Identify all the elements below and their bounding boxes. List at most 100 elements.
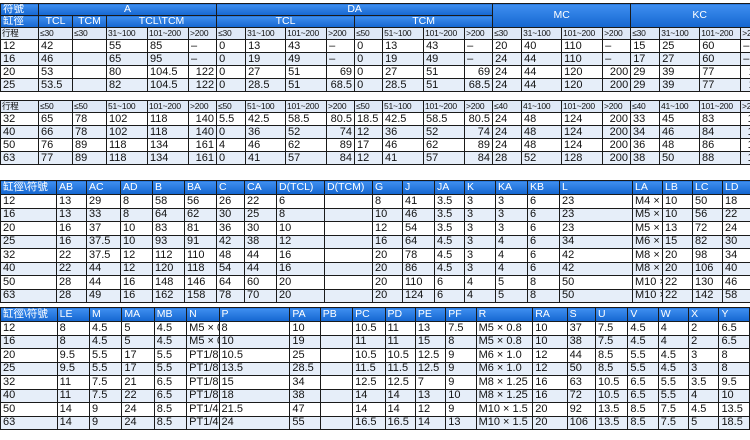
table-cell: 142: [692, 288, 723, 303]
table-cell: 0: [216, 39, 247, 53]
table-cell: 48: [521, 112, 562, 126]
column-header: N: [186, 307, 220, 322]
column-header: P: [218, 307, 291, 322]
stroke-range-cell: 101~200: [423, 100, 465, 113]
table-cell: 33: [630, 112, 660, 126]
table-cell: 12: [120, 261, 153, 276]
stroke-range-cell: >200: [187, 27, 218, 40]
table-cell: 6.5: [153, 375, 188, 390]
table-cell: 21: [121, 375, 155, 390]
table-cell: 110: [184, 248, 217, 263]
table-cell: 6.5: [627, 388, 659, 403]
table-cell: 117: [740, 65, 750, 79]
stroke-range-cell: ≤50: [216, 100, 246, 113]
table-cell: 6: [527, 234, 560, 249]
table-cell: 5.5: [627, 348, 659, 363]
table-cell: 18.5: [718, 415, 750, 430]
table-cell: 124: [561, 112, 603, 126]
table-cell: 54: [402, 221, 435, 236]
table-cell: 0: [354, 78, 384, 92]
table-cell: 54: [216, 261, 245, 276]
column-header: RA: [532, 307, 568, 322]
table-cell: [319, 402, 354, 417]
table-cell: 10.5: [594, 388, 629, 403]
table-cell: M6 × 1.0: [632, 234, 663, 249]
table-cell: 78: [216, 288, 245, 303]
table-cell: 10: [718, 388, 750, 403]
table-cell: 22: [244, 194, 277, 209]
table-cell: 134: [147, 151, 189, 165]
table-cell: 24: [492, 112, 522, 126]
column-header: B: [152, 180, 185, 195]
table-cell: 44: [244, 261, 277, 276]
table-cell: 15: [630, 39, 661, 53]
table-cell: 28: [56, 275, 87, 290]
bore-size-cell: 50: [0, 402, 58, 417]
table-cell: 146: [184, 275, 217, 290]
table-cell: 25: [244, 207, 277, 222]
bore-size-cell: 32: [0, 112, 39, 126]
stroke-range-cell: ≤30: [492, 27, 523, 40]
table-cell: [72, 65, 107, 79]
bore-size-cell: 50: [0, 138, 39, 152]
table-cell: 41: [402, 194, 435, 209]
table-cell: 46: [659, 125, 700, 139]
column-header: PE: [414, 307, 447, 322]
table-cell: 44: [86, 275, 121, 290]
table-cell: 2: [688, 334, 720, 349]
table-cell: 42.5: [245, 112, 286, 126]
stroke-range-cell: 101~200: [423, 27, 466, 40]
stroke-range-cell: 101~200: [699, 27, 742, 40]
column-header: D(TCM): [324, 180, 373, 195]
table-cell: 118: [147, 125, 189, 139]
table-cell: 17: [630, 52, 661, 66]
table-cell: 34: [559, 234, 633, 249]
table-cell: 34: [630, 125, 660, 139]
table-cell: [324, 288, 373, 303]
table-cell: 3.5: [434, 221, 465, 236]
table-cell: 20: [276, 288, 325, 303]
table-cell: 8: [527, 275, 560, 290]
column-header: PF: [445, 307, 477, 322]
table-cell: 44: [86, 261, 121, 276]
table-cell: 58.5: [423, 112, 465, 126]
table-cell: 10: [276, 221, 325, 236]
table-cell: 36: [382, 125, 424, 139]
table-cell: 84: [464, 151, 493, 165]
table-cell: 56: [184, 194, 217, 209]
table-cell: 10: [289, 321, 321, 336]
stroke-range-cell: 41~100: [521, 100, 562, 113]
table-cell: 7.5: [445, 321, 477, 336]
bore-size-cell: 16: [0, 52, 39, 66]
table-cell: –: [326, 52, 356, 66]
table-cell: 78: [72, 112, 107, 126]
table-cell: 118: [106, 138, 148, 152]
table-cell: M10 × 1.5: [632, 288, 663, 303]
table-cell: 60: [699, 52, 742, 66]
table-cell: [324, 261, 373, 276]
table-cell: 3: [495, 194, 528, 209]
table-cell: 42: [38, 39, 73, 53]
table-cell: 69: [464, 65, 494, 79]
table-cell: 4.5: [434, 248, 465, 263]
stroke-range-cell: 51~100: [245, 100, 286, 113]
table-cell: 12.5: [384, 375, 416, 390]
table-cell: 64: [402, 234, 435, 249]
table-cell: 98: [692, 248, 723, 263]
table-cell: 88: [699, 151, 741, 165]
table-cell: 11: [56, 375, 91, 390]
table-cell: [324, 207, 373, 222]
table-cell: 3: [464, 234, 496, 249]
stroke-range-cell: 101~200: [147, 100, 189, 113]
table-cell: 42: [216, 234, 245, 249]
table-cell: 4.5: [434, 261, 465, 276]
stroke-range-cell: 51~100: [382, 27, 425, 40]
table-cell: 158: [184, 288, 217, 303]
table-cell: 16: [120, 275, 153, 290]
table-cell: 48: [659, 138, 700, 152]
table-cell: 20: [372, 261, 403, 276]
table-cell: 13: [414, 321, 447, 336]
table-cell: 16.5: [384, 415, 416, 430]
